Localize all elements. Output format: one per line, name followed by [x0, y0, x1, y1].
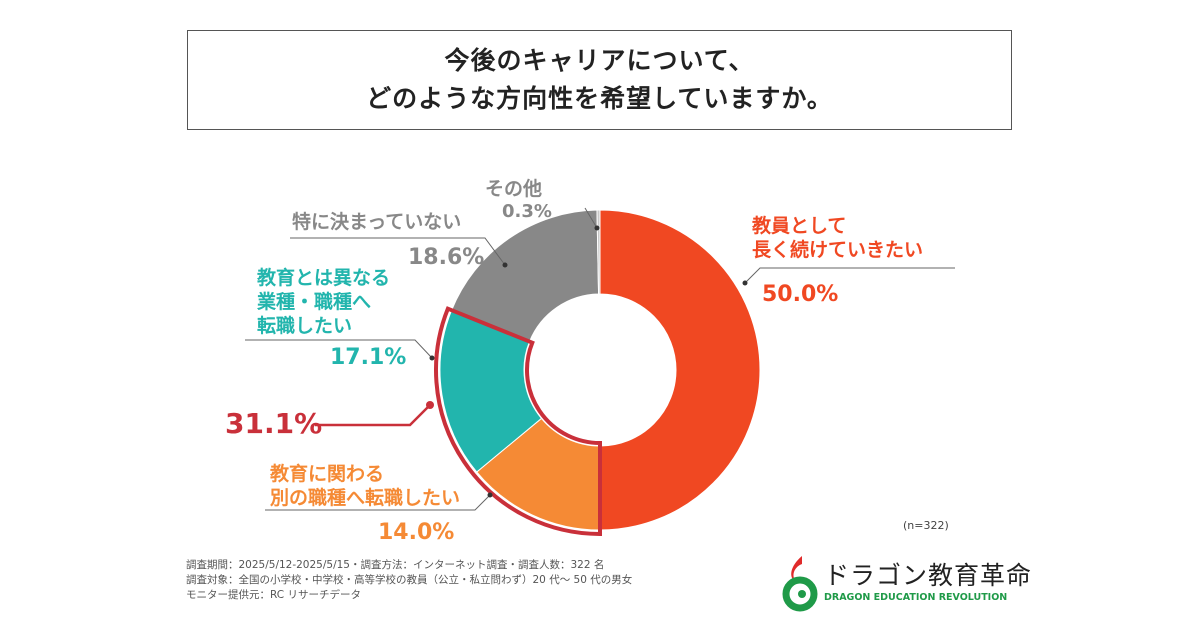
value-label-0: 50.0% — [762, 282, 839, 307]
donut-slice-3 — [450, 209, 600, 343]
value-label-1: 14.0% — [378, 520, 455, 545]
logo: ドラゴン教育革命 DRAGON EDUCATION REVOLUTION — [780, 552, 1031, 616]
sample-size: (n=322) — [903, 519, 949, 532]
logo-en: DRAGON EDUCATION REVOLUTION — [824, 592, 1008, 603]
leader-dot-3 — [502, 262, 508, 268]
value-label-2: 17.1% — [330, 345, 407, 370]
donut-slice-4 — [596, 209, 601, 295]
leader-2 — [245, 339, 433, 359]
label-slice-2: 教育とは異なる 業種・職種へ 転職したい — [257, 267, 391, 337]
leader-4 — [584, 207, 598, 229]
note-period: 調査期間：2025/5/12-2025/5/15・調査方法：インターネット調査・… — [186, 559, 605, 571]
label-slice-3: 特に決まっていない — [292, 211, 462, 233]
highlight-outline — [434, 306, 602, 537]
title-line-1: 今後のキャリアについて、 — [444, 46, 755, 75]
label-slice-0: 教員として 長く続けていきたい — [752, 215, 924, 261]
highlight-total-label: 31.1% — [225, 407, 323, 440]
leader-0 — [744, 267, 955, 284]
leader-dot-2 — [429, 355, 435, 361]
label-slice-4: その他 — [485, 178, 543, 200]
title-line-2: どのような方向性を希望していますか。 — [366, 84, 833, 113]
survey-notes: 調査期間：2025/5/12-2025/5/15・調査方法：インターネット調査・… — [186, 558, 632, 603]
label-slice-1: 教育に関わる 別の職種へ転職したい — [270, 463, 461, 509]
value-label-3: 18.6% — [408, 245, 485, 270]
donut-slice-0 — [599, 209, 761, 531]
leader-dot-4 — [594, 225, 600, 231]
leader-highlight — [315, 404, 431, 427]
leader-dot-5 — [426, 401, 434, 409]
leader-3 — [290, 237, 506, 266]
note-provider: モニター提供元：RC リサーチデータ — [186, 589, 361, 601]
logo-jp: ドラゴン教育革命 — [824, 561, 1033, 590]
note-target: 調査対象：全国の小学校・中学校・高等学校の教員（公立・私立問わず）20 代〜 5… — [186, 574, 633, 586]
dragon-logo-icon — [782, 556, 818, 612]
question-title: 今後のキャリアについて、 どのような方向性を希望していますか。 — [187, 30, 1012, 130]
value-label-4: 0.3% — [502, 201, 552, 222]
leader-1 — [265, 494, 491, 511]
donut-slice-2 — [439, 309, 543, 473]
leader-dot-1 — [487, 492, 493, 498]
leader-dot-0 — [742, 280, 748, 286]
